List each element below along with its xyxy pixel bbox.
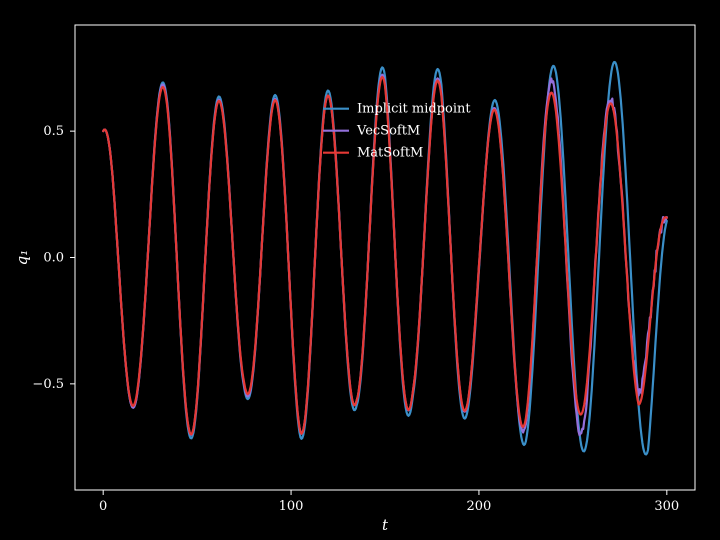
- legend-label: MatSoftM: [357, 146, 423, 161]
- x-tick-label: 200: [467, 499, 492, 514]
- chart-background: [0, 0, 720, 540]
- x-axis-label: t: [382, 516, 389, 534]
- x-tick-label: 300: [654, 499, 679, 514]
- y-tick-label: 0.5: [43, 124, 64, 139]
- x-tick-label: 100: [279, 499, 304, 514]
- chart-container: 0 100 200 300 −0.5 0.0 0.5 t q₁ Implicit midpoint…: [0, 0, 720, 540]
- y-axis-label: q₁: [13, 250, 31, 266]
- legend-label: Implicit midpoint: [357, 102, 471, 117]
- y-tick-label: −0.5: [32, 377, 64, 392]
- x-tick-label: 0: [99, 499, 107, 514]
- y-tick-label: 0.0: [43, 251, 64, 266]
- line-chart: 0 100 200 300 −0.5 0.0 0.5 t q₁ Implicit midpoint…: [0, 0, 720, 540]
- legend-label: VecSoftM: [356, 124, 420, 139]
